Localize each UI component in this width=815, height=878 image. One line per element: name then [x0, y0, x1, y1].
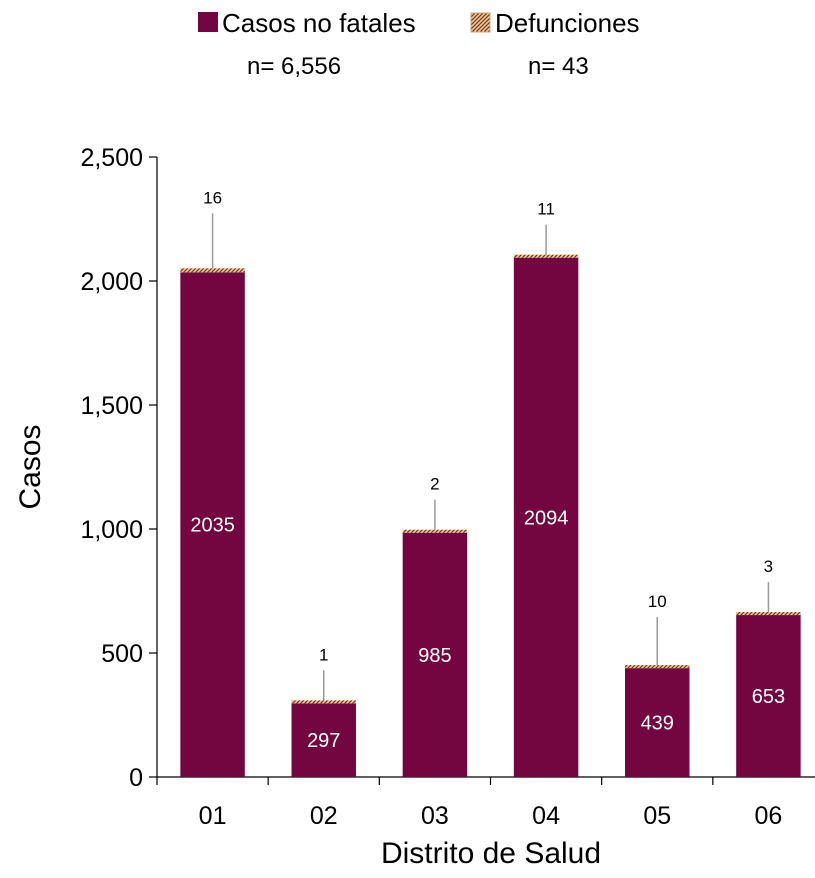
legend-swatch-casos: [198, 12, 218, 32]
x-tick-label: 04: [532, 802, 560, 830]
y-tick-label: 2,500: [80, 144, 143, 172]
bar-casos-no-fatales: [180, 272, 245, 777]
x-tick-label: 05: [643, 802, 671, 830]
bar-value-label: 2035: [190, 515, 235, 537]
x-tick-label: 01: [199, 802, 227, 830]
bar-casos-no-fatales: [625, 668, 690, 777]
death-value-label: 11: [537, 200, 555, 219]
bar-defunciones: [180, 268, 245, 273]
legend-label-defunciones: Defunciones: [495, 8, 640, 38]
bar-value-label: 439: [641, 713, 674, 735]
death-value-label: 1: [319, 645, 328, 664]
legend-swatch-defunciones: [470, 12, 491, 33]
y-tick-label: 1,500: [80, 392, 143, 420]
bar-defunciones: [291, 700, 356, 704]
x-tick-label: 03: [421, 802, 449, 830]
bar-defunciones: [625, 665, 690, 669]
bar-defunciones: [513, 254, 579, 258]
bar-casos-no-fatales: [402, 532, 468, 777]
bar-value-label: 653: [752, 686, 785, 708]
legend: Casos no fatales n= 6,556 Defunciones n=…: [198, 8, 640, 80]
y-tick-label: 500: [101, 640, 143, 668]
legend-total-defunciones: n= 43: [528, 53, 589, 80]
bar-value-label: 2094: [524, 507, 569, 529]
x-axis-title: Distrito de Salud: [381, 837, 601, 870]
death-value-label: 2: [430, 475, 439, 494]
x-tick-label: 06: [755, 802, 783, 830]
x-tick-label: 02: [310, 802, 338, 830]
x-axis-ticks: 01 02 03 04 05 06: [156, 777, 783, 830]
y-axis-ticks: 0 500 1,000 1,500 2,000 2,500: [80, 144, 157, 792]
y-tick-label: 2,000: [80, 268, 143, 296]
bar-casos-no-fatales: [513, 257, 579, 777]
y-tick-label: 0: [129, 764, 143, 792]
legend-total-casos: n= 6,556: [247, 53, 341, 80]
death-value-label: 10: [648, 592, 667, 611]
bar-casos-no-fatales: [736, 615, 801, 777]
bar-value-label: 297: [307, 730, 340, 752]
bar-defunciones: [736, 612, 801, 616]
bars: 2035 16 297 1 985 2 2094 11 439 10 653 3: [180, 188, 801, 777]
bar-casos-no-fatales: [291, 703, 356, 777]
death-value-label: 3: [764, 557, 773, 576]
bar-defunciones: [402, 529, 468, 533]
legend-label-casos: Casos no fatales: [222, 8, 416, 38]
y-tick-label: 1,000: [80, 516, 143, 544]
death-value-label: 16: [203, 188, 222, 207]
bar-value-label: 985: [418, 645, 451, 667]
y-axis-title: Casos: [14, 424, 47, 509]
